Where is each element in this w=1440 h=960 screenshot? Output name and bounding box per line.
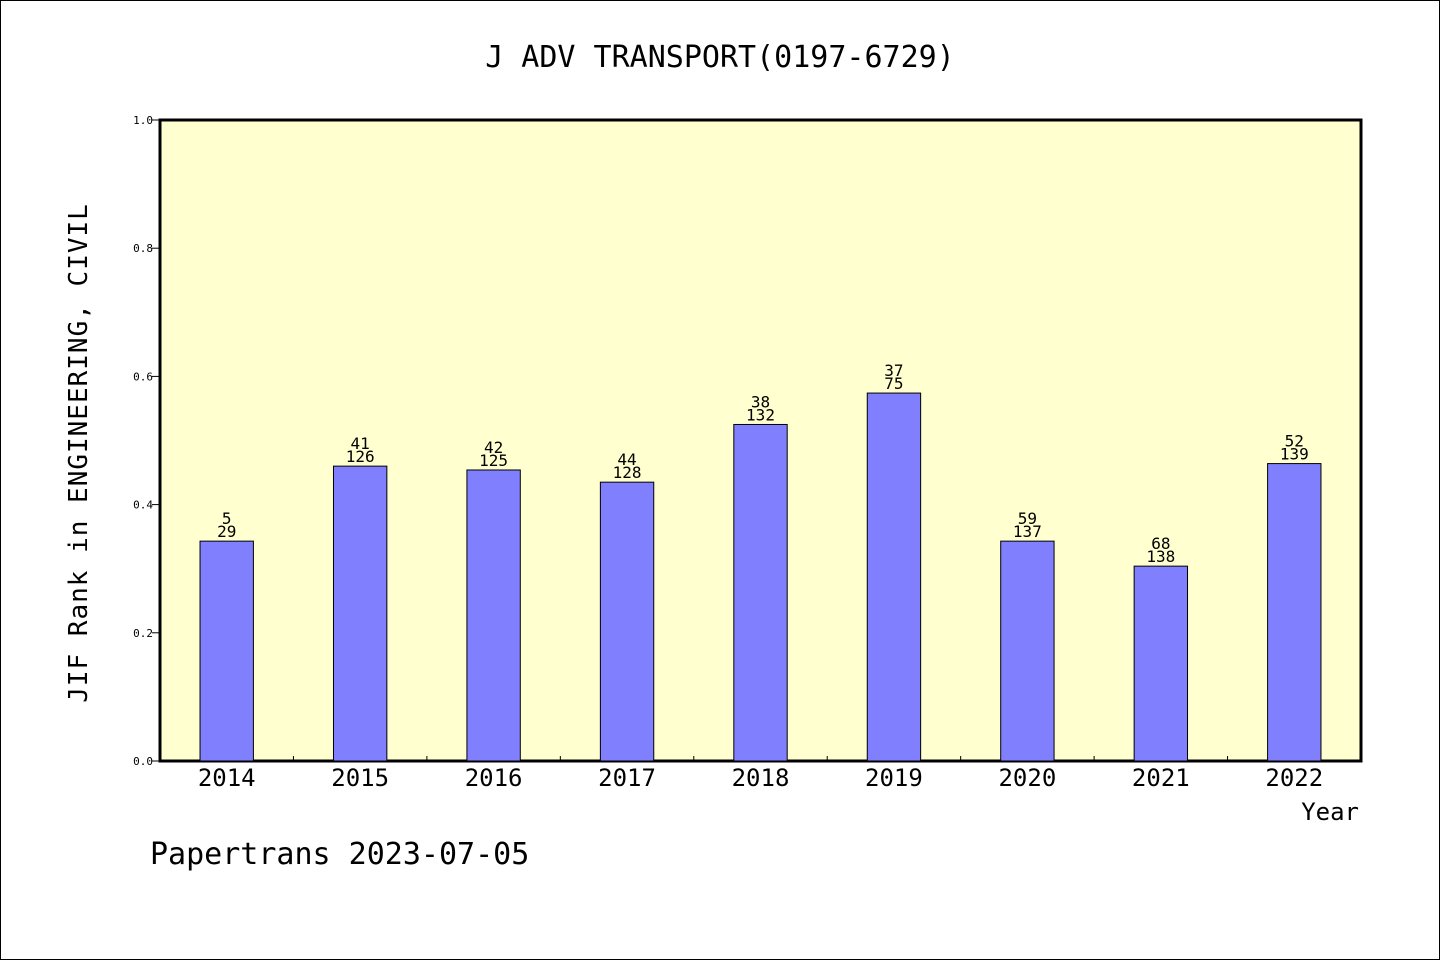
data-label-rank-2015: 41	[351, 434, 370, 453]
y-axis-label: JIF Rank in ENGINEERING, CIVIL	[64, 203, 94, 703]
bar-2020	[1000, 540, 1055, 762]
bars-group	[199, 392, 1322, 762]
bar-2022	[1267, 463, 1322, 762]
x-tick-label-2017: 2017	[598, 764, 656, 792]
data-label-total-2019: 75	[884, 374, 903, 393]
data-label-total-2018: 132	[746, 405, 775, 424]
x-tick-label-2014: 2014	[198, 764, 256, 792]
bar-2019	[866, 392, 922, 762]
data-label-total-2015: 126	[346, 447, 375, 466]
bar-2021	[1133, 565, 1189, 762]
data-label-rank-2016: 42	[484, 438, 503, 457]
x-tick-label-2020: 2020	[998, 764, 1056, 792]
data-label-rank-2014: 5	[222, 509, 232, 528]
data-label-total-2021: 138	[1146, 547, 1175, 566]
data-label-rank-2021: 68	[1151, 534, 1170, 553]
x-tick-label-2021: 2021	[1132, 764, 1190, 792]
x-tick-label-2022: 2022	[1265, 764, 1323, 792]
x-tick-label-2016: 2016	[465, 764, 523, 792]
data-label-total-2020: 137	[1013, 522, 1042, 541]
y-tick-label: 0.2	[133, 627, 153, 640]
bar-2016	[466, 469, 521, 762]
x-tick-label-2015: 2015	[331, 764, 389, 792]
y-tick-label: 1.0	[133, 114, 153, 127]
data-label-total-2016: 125	[479, 451, 508, 470]
x-tick-label-2018: 2018	[732, 764, 790, 792]
chart-title: J ADV TRANSPORT(0197-6729)	[485, 40, 955, 75]
x-axis: 2014 2015 2016 2017 2018 2019 2020 2021 2022	[198, 756, 1323, 792]
data-label-total-2022: 139	[1280, 445, 1309, 464]
data-label-rank-2020: 59	[1018, 509, 1037, 528]
data-label-rank-2018: 38	[751, 392, 770, 411]
bar-2015	[332, 465, 388, 762]
x-axis-label: Year	[1301, 798, 1359, 826]
bar-2017	[599, 481, 655, 762]
x-tick-label-2019: 2019	[865, 764, 923, 792]
data-label-total-2014: 29	[217, 522, 236, 541]
y-tick-label: 0.0	[133, 755, 153, 768]
y-tick-label: 0.6	[133, 370, 153, 383]
data-label-rank-2022: 52	[1285, 432, 1304, 451]
y-axis: 0.0 0.2 0.4 0.6 0.8 1.0	[133, 114, 160, 768]
footer-credit: Papertrans 2023-07-05	[150, 837, 529, 872]
y-tick-label: 0.8	[133, 242, 153, 255]
data-label-rank-2017: 44	[617, 450, 636, 469]
data-label-total-2017: 128	[613, 463, 642, 482]
data-label-rank-2019: 37	[884, 361, 903, 380]
y-tick-label: 0.4	[133, 499, 153, 512]
bar-2014	[199, 540, 254, 762]
bar-2018	[733, 423, 788, 762]
